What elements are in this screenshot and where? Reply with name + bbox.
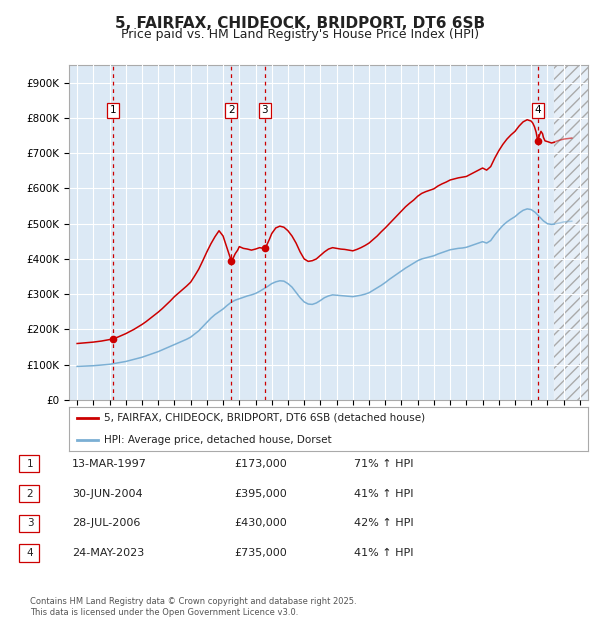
Text: £395,000: £395,000 <box>234 489 287 498</box>
Text: 3: 3 <box>26 518 34 528</box>
Text: £735,000: £735,000 <box>234 548 287 558</box>
Text: 41% ↑ HPI: 41% ↑ HPI <box>354 489 413 498</box>
Text: 4: 4 <box>535 105 541 115</box>
Text: 30-JUN-2004: 30-JUN-2004 <box>72 489 143 498</box>
Text: 13-MAR-1997: 13-MAR-1997 <box>72 459 147 469</box>
Text: 2: 2 <box>26 489 34 498</box>
Text: 1: 1 <box>26 459 34 469</box>
Text: 41% ↑ HPI: 41% ↑ HPI <box>354 548 413 558</box>
Text: 42% ↑ HPI: 42% ↑ HPI <box>354 518 413 528</box>
Text: HPI: Average price, detached house, Dorset: HPI: Average price, detached house, Dors… <box>104 435 332 445</box>
Text: £173,000: £173,000 <box>234 459 287 469</box>
Text: 5, FAIRFAX, CHIDEOCK, BRIDPORT, DT6 6SB (detached house): 5, FAIRFAX, CHIDEOCK, BRIDPORT, DT6 6SB … <box>104 413 425 423</box>
Text: 24-MAY-2023: 24-MAY-2023 <box>72 548 144 558</box>
Text: 2: 2 <box>228 105 235 115</box>
Text: 71% ↑ HPI: 71% ↑ HPI <box>354 459 413 469</box>
Text: 5, FAIRFAX, CHIDEOCK, BRIDPORT, DT6 6SB: 5, FAIRFAX, CHIDEOCK, BRIDPORT, DT6 6SB <box>115 16 485 31</box>
Text: Contains HM Land Registry data © Crown copyright and database right 2025.
This d: Contains HM Land Registry data © Crown c… <box>30 598 356 617</box>
Bar <box>554 65 588 400</box>
Text: 1: 1 <box>109 105 116 115</box>
Text: 3: 3 <box>262 105 268 115</box>
Text: 4: 4 <box>26 548 34 558</box>
Text: Price paid vs. HM Land Registry's House Price Index (HPI): Price paid vs. HM Land Registry's House … <box>121 29 479 41</box>
Bar <box>554 65 588 400</box>
Text: 28-JUL-2006: 28-JUL-2006 <box>72 518 140 528</box>
Text: £430,000: £430,000 <box>234 518 287 528</box>
